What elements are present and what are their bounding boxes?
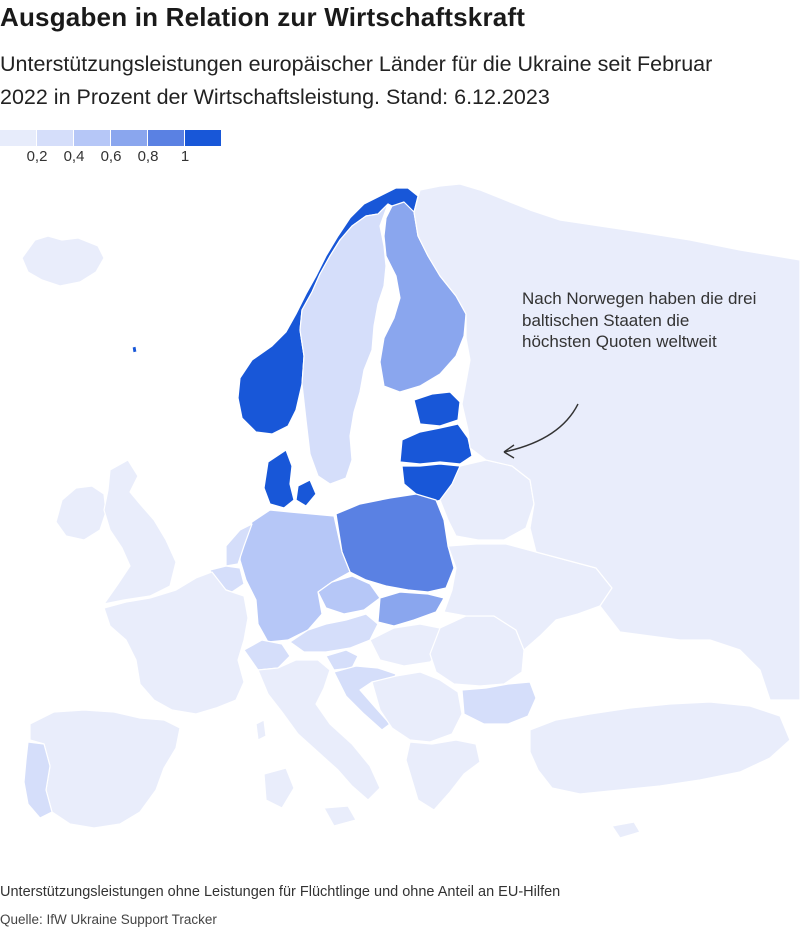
legend-swatch-1 — [0, 130, 36, 146]
country-spain — [29, 709, 181, 829]
country-russia — [413, 183, 800, 701]
legend-swatch-5 — [148, 130, 184, 146]
country-france — [103, 571, 249, 715]
country-cyprus — [611, 821, 641, 839]
legend-swatch-4 — [111, 130, 147, 146]
country-ireland — [55, 485, 107, 541]
color-legend: 0,2 0,4 0,6 0,8 1 — [0, 130, 222, 168]
country-greece — [405, 739, 481, 811]
country-united-kingdom — [103, 459, 177, 605]
country-germany — [239, 509, 351, 643]
legend-swatch-3 — [74, 130, 110, 146]
country-poland — [335, 493, 455, 593]
legend-swatch-6 — [185, 130, 221, 146]
country-slovakia — [377, 591, 445, 627]
country-iceland — [21, 235, 105, 287]
footnote: Unterstützungsleistungen ohne Leistungen… — [0, 884, 561, 900]
country-estonia — [413, 391, 461, 427]
legend-swatches — [0, 130, 222, 146]
country-slovenia — [325, 649, 359, 671]
country-portugal — [23, 741, 53, 819]
legend-label-0-6: 0,6 — [100, 148, 122, 165]
map-annotation: Nach Norwegen haben die drei baltischen … — [522, 289, 757, 351]
source-note: Quelle: IfW Ukraine Support Tracker — [0, 912, 217, 927]
country-latvia — [399, 423, 473, 465]
annotation-arrow — [503, 403, 579, 459]
country-sweden — [299, 203, 389, 485]
country-italy — [257, 659, 381, 827]
country-corsica — [255, 719, 267, 741]
country-austria — [289, 613, 379, 653]
chart-subtitle: Unterstützungsleistungen europäischer Lä… — [0, 52, 713, 109]
legend-swatch-2 — [37, 130, 73, 146]
country-bulgaria — [461, 681, 537, 725]
chart-title: Ausgaben in Relation zur Wirtschaftskraf… — [0, 2, 526, 32]
country-denmark — [263, 449, 317, 509]
country-faroe — [131, 345, 138, 354]
legend-labels: 0,2 0,4 0,6 0,8 1 — [0, 146, 222, 168]
country-turkey — [529, 701, 791, 795]
legend-label-0-2: 0,2 — [26, 148, 48, 165]
legend-label-1: 1 — [180, 148, 190, 165]
legend-label-0-4: 0,4 — [63, 148, 85, 165]
legend-label-0-8: 0,8 — [137, 148, 159, 165]
europe-map — [21, 183, 800, 839]
country-western-balkans — [371, 671, 463, 743]
